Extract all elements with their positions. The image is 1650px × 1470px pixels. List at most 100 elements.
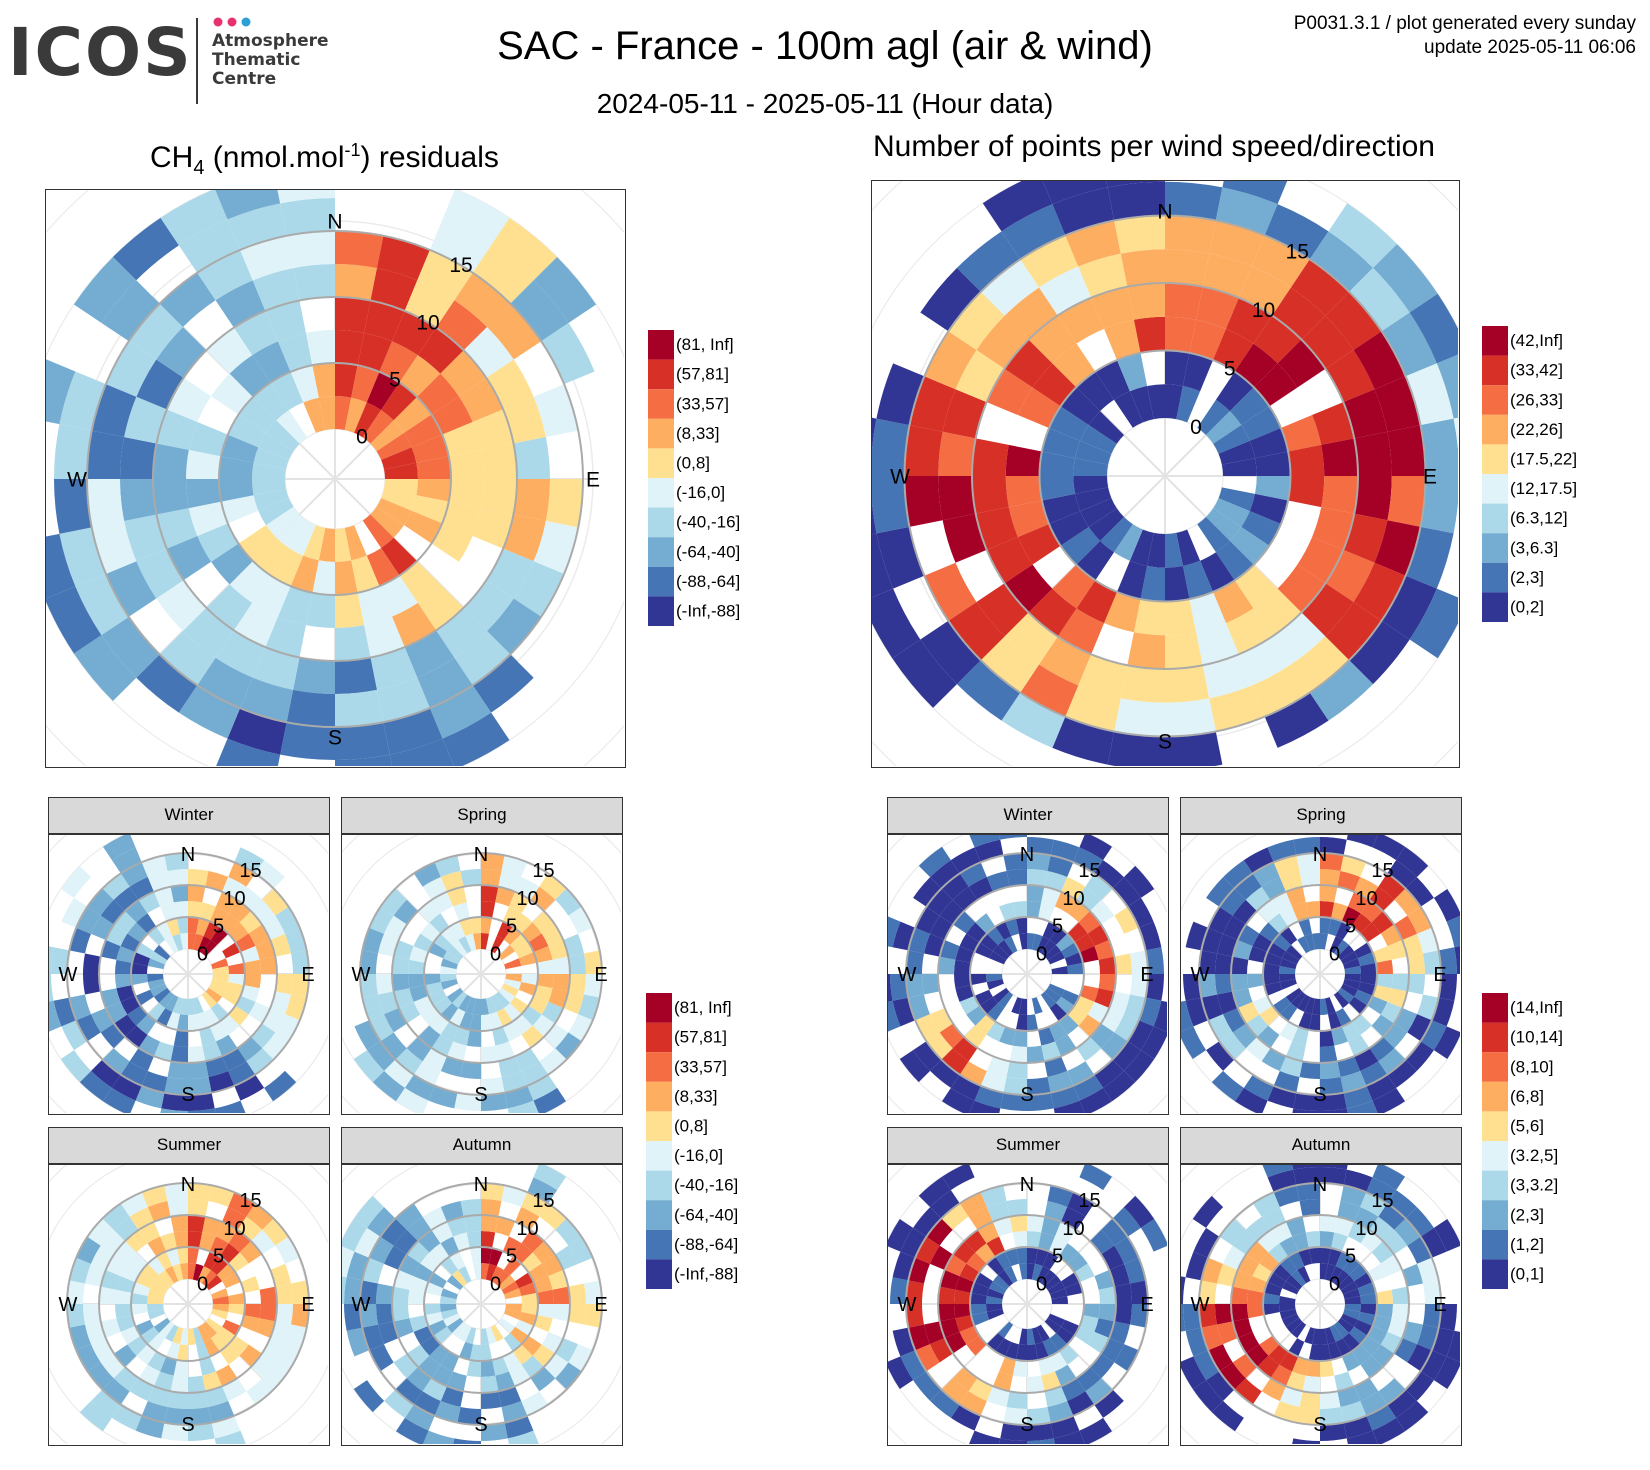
heatmap-cell	[393, 939, 414, 960]
heatmap-cell	[61, 1020, 88, 1051]
heatmap-cell	[1104, 319, 1141, 361]
heatmap-cell	[197, 523, 239, 562]
heatmap-cell	[521, 1025, 544, 1049]
heatmap-cell	[992, 1216, 1013, 1237]
radial-tick-label: 0	[1036, 943, 1047, 965]
heatmap-cell	[1245, 886, 1271, 912]
update-line: update 2025-05-11 06:06	[1424, 37, 1636, 58]
heatmap-cell	[156, 508, 198, 549]
heatmap-cell	[1422, 1280, 1441, 1304]
heatmap-cell	[1114, 1304, 1132, 1325]
heatmap-cell	[1422, 950, 1441, 974]
heatmap-cell	[966, 1005, 987, 1026]
heatmap-cell	[440, 966, 457, 974]
heatmap-cell	[1114, 1236, 1139, 1264]
heatmap-cell	[159, 272, 216, 327]
heatmap-cell	[959, 995, 980, 1015]
heatmap-cell	[252, 479, 286, 496]
heatmap-cells	[35, 832, 309, 1127]
compass-label-e: E	[301, 964, 314, 986]
heatmap-cell	[335, 528, 352, 562]
heatmap-cell	[1080, 498, 1117, 527]
heatmap-cell	[995, 1338, 1012, 1357]
heatmap-cell	[1232, 988, 1253, 1009]
heatmap-cell	[1217, 1263, 1238, 1287]
speed-rings	[1198, 1182, 1442, 1426]
heatmap-cell	[252, 537, 289, 576]
heatmap-cell	[1360, 962, 1377, 974]
heatmap-cell	[127, 1005, 148, 1026]
heatmap-cell	[225, 981, 244, 996]
heatmap-cell	[1301, 583, 1354, 637]
heatmap-cell	[1342, 1332, 1361, 1352]
heatmap-cell	[265, 420, 300, 452]
heatmap-cell	[454, 1092, 481, 1111]
heatmap-cell	[124, 396, 167, 444]
heatmap-cell	[370, 647, 418, 690]
heatmap-cell	[481, 1231, 496, 1249]
radial-tick-label: 5	[213, 1246, 224, 1268]
heatmap-cell	[395, 1087, 429, 1116]
heatmap-cell	[167, 1061, 188, 1079]
heatmap-cell	[1344, 966, 1361, 974]
heatmap-cell	[1020, 235, 1079, 288]
heatmap-cell	[481, 1328, 489, 1345]
heatmap-cell	[433, 996, 453, 1015]
heatmap-cell	[1288, 444, 1325, 476]
heatmap-cell	[1067, 1061, 1095, 1086]
heatmap-cell	[1076, 540, 1115, 581]
heatmap-cell	[501, 1281, 519, 1295]
speed-rings	[359, 852, 603, 1096]
heatmap-cell	[1325, 291, 1382, 351]
heatmap-cell	[459, 1341, 474, 1360]
heatmap-cell	[150, 1281, 168, 1295]
heatmap-cell	[246, 1203, 274, 1230]
compass-label-n: N	[1313, 1174, 1327, 1196]
heatmap-cell	[1067, 1192, 1095, 1217]
compass-label-s: S	[474, 1414, 487, 1436]
speed-ring	[218, 362, 452, 596]
heatmap-cell	[448, 449, 484, 479]
legend-swatch	[1482, 326, 1508, 356]
heatmap-cell	[1391, 974, 1409, 992]
heatmap-cell	[1264, 692, 1329, 748]
heatmap-cell	[1094, 939, 1115, 960]
heatmap-cell	[1076, 886, 1102, 912]
heatmap-cell	[1299, 1391, 1320, 1409]
legend-swatch	[1482, 562, 1508, 593]
heatmap-cell	[112, 217, 179, 281]
compass-label-e: E	[1423, 466, 1437, 489]
speed-ring	[130, 1246, 246, 1362]
heatmap-cell	[446, 1317, 464, 1333]
heatmap-cell	[1208, 906, 1233, 934]
heatmap-cell	[1041, 1371, 1062, 1392]
heatmap-cell	[1232, 899, 1258, 925]
heatmap-cell	[980, 636, 1040, 693]
heatmap-cell	[1354, 476, 1392, 521]
heatmap-cell	[1079, 1162, 1113, 1191]
heatmap-cell	[376, 1283, 394, 1304]
heatmap-cell	[1268, 1344, 1289, 1365]
heatmap-cell	[113, 1216, 139, 1242]
legend-label: (8,10]	[1510, 1057, 1553, 1076]
heatmap-cell	[941, 1087, 975, 1116]
heatmap-cell	[1076, 580, 1117, 624]
heatmap-cell	[513, 437, 550, 479]
heatmap-cell	[369, 1236, 394, 1264]
heatmap-cell	[1402, 933, 1423, 957]
heatmap-cell	[440, 1386, 464, 1407]
heatmap-cell	[335, 592, 365, 628]
legend-swatch	[648, 596, 674, 626]
heatmap-cell	[188, 1406, 212, 1425]
heatmap-cell	[460, 1061, 481, 1079]
heatmap-cell	[1241, 511, 1281, 546]
heatmap-cell	[1249, 493, 1289, 525]
heatmap-cell	[344, 397, 367, 433]
heatmap-cell	[1372, 985, 1392, 1002]
heatmap-cell	[1320, 1422, 1347, 1441]
heatmap-cell	[156, 1008, 173, 1027]
heatmap-cell	[913, 1371, 942, 1401]
legend-swatch	[648, 537, 674, 567]
heatmap-cell	[136, 654, 198, 713]
legend-label: (3.2,5]	[1510, 1146, 1558, 1165]
